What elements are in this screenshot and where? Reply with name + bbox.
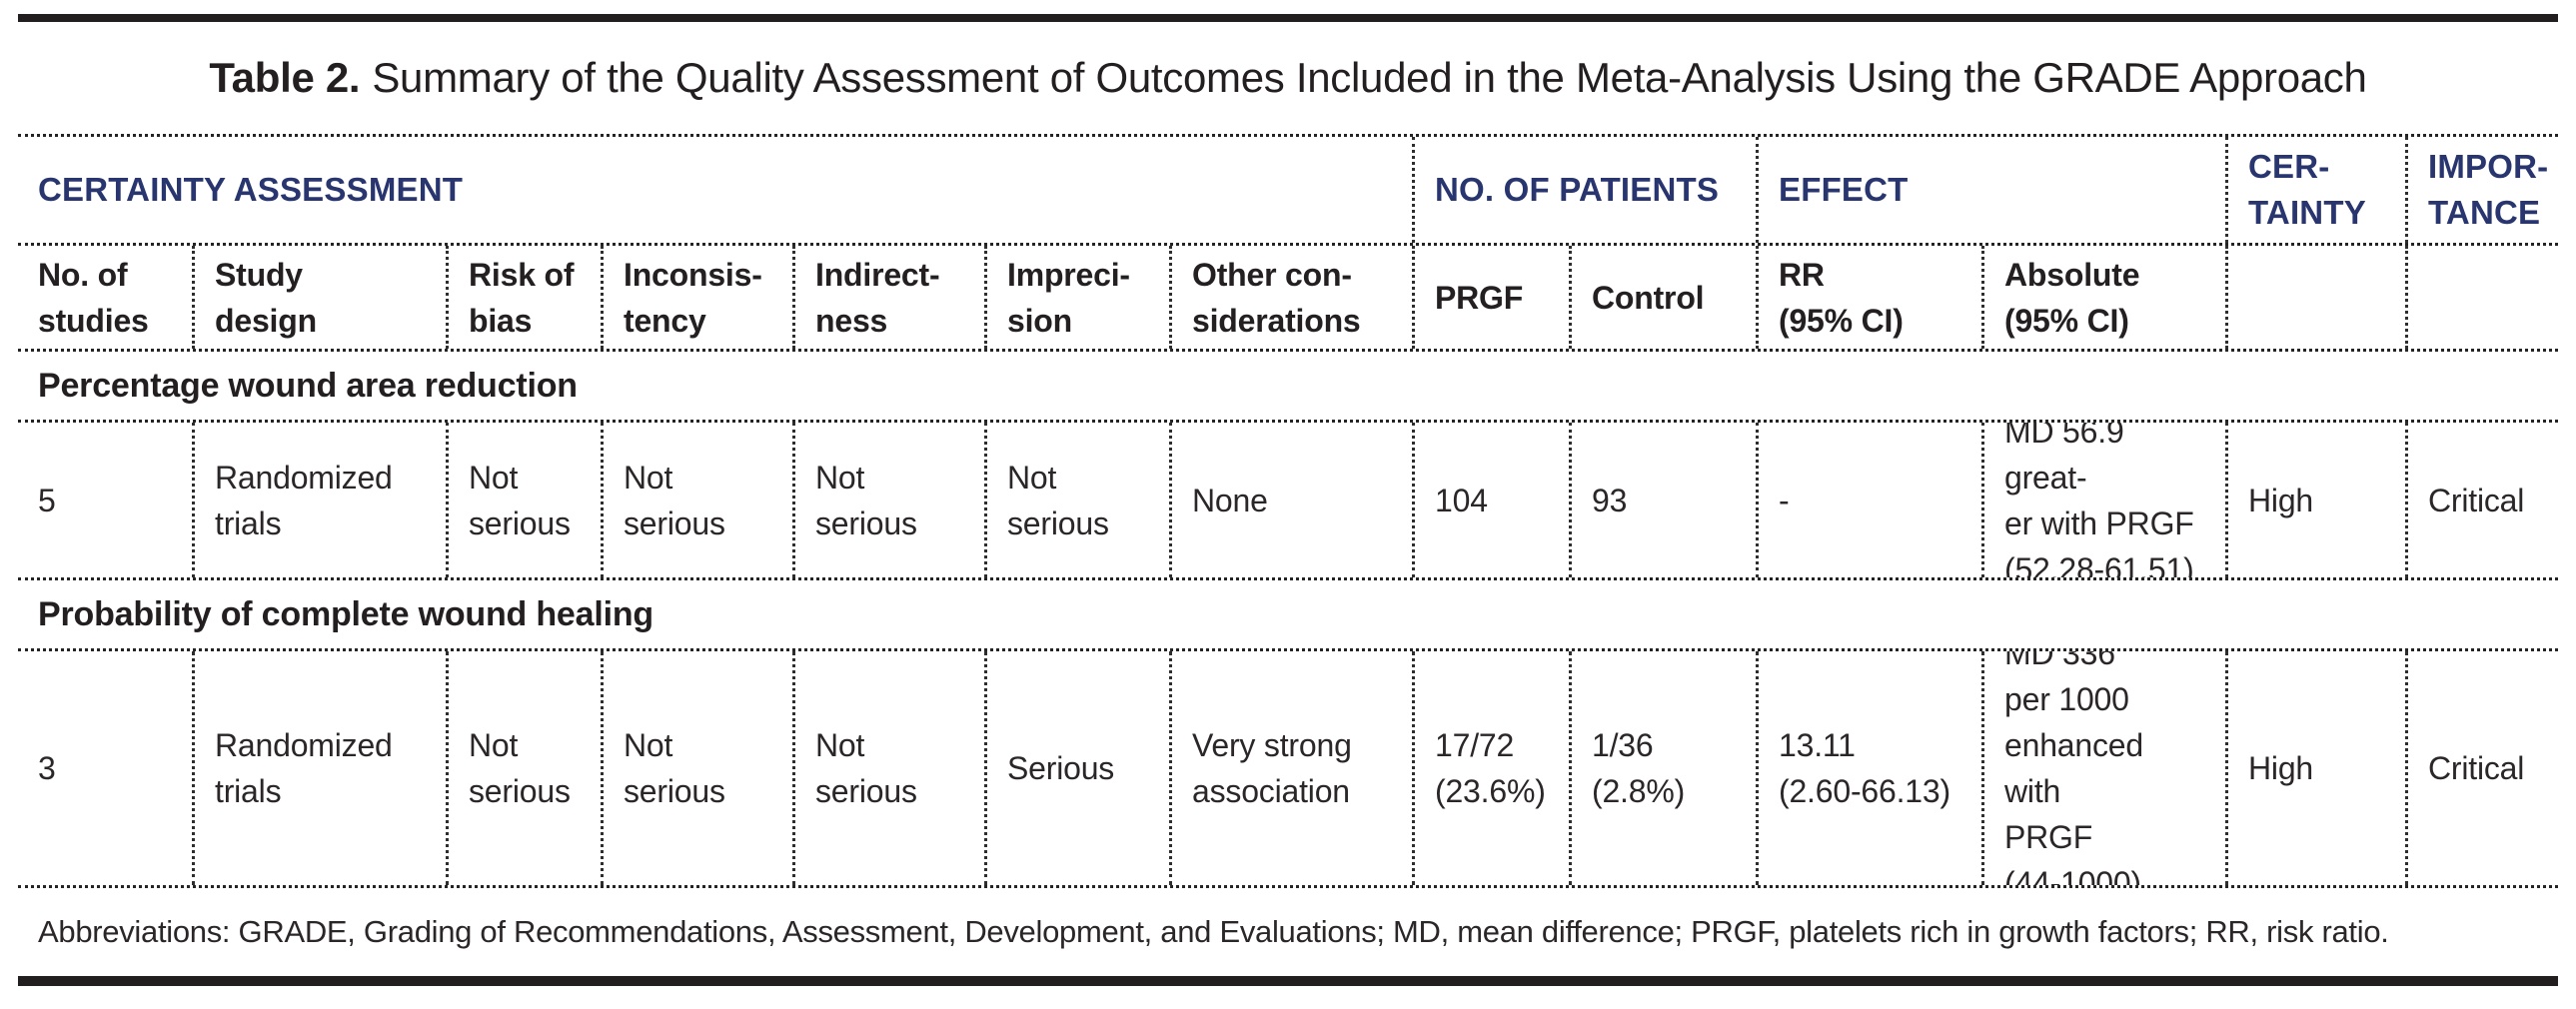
cell-absolute-95-ci: MD 336 per 1000 enhanced with PRGF (44-1…	[1981, 651, 2225, 885]
cell-control: 93	[1569, 423, 1756, 577]
col-header-empty-importance	[2405, 246, 2558, 349]
col-header-absolute-95-ci: Absolute (95% CI)	[1981, 246, 2225, 349]
col-header-study-design: Study design	[192, 246, 446, 349]
cell-indirectness: Not serious	[792, 423, 984, 577]
table-row: 5 Randomized trials Not serious Not seri…	[18, 420, 2558, 577]
group-header-row: CERTAINTY ASSESSMENT NO. OF PATIENTS EFF…	[18, 134, 2558, 243]
table-row: 3 Randomized trials Not serious Not seri…	[18, 648, 2558, 885]
cell-study-design: Randomized trials	[192, 423, 446, 577]
cell-imprecision: Not serious	[984, 423, 1169, 577]
cell-prgf: 17/72 (23.6%)	[1412, 651, 1569, 885]
table-title-text: Summary of the Quality Assessment of Out…	[372, 54, 2367, 101]
group-header-certainty-assessment: CERTAINTY ASSESSMENT	[38, 171, 464, 208]
cell-control: 1/36 (2.8%)	[1569, 651, 1756, 885]
col-header-risk-of-bias: Risk of bias	[446, 246, 601, 349]
cell-other-considerations: Very strong association	[1169, 651, 1412, 885]
top-rule	[18, 14, 2558, 22]
cell-absolute-95-ci: MD 56.9 great- er with PRGF (52.28-61.51…	[1981, 423, 2225, 577]
col-header-prgf: PRGF	[1412, 246, 1569, 349]
col-header-rr-95-ci: RR (95% CI)	[1756, 246, 1981, 349]
cell-other-considerations: None	[1169, 423, 1412, 577]
cell-risk-of-bias: Not serious	[446, 423, 601, 577]
section-header-percentage-wound-area-reduction: Percentage wound area reduction	[18, 349, 2558, 420]
bottom-rule	[18, 976, 2558, 986]
cell-risk-of-bias: Not serious	[446, 651, 601, 885]
group-header-importance: IMPOR- TANCE	[2405, 137, 2558, 243]
cell-study-design: Randomized trials	[192, 651, 446, 885]
col-header-inconsistency: Inconsis- tency	[601, 246, 792, 349]
table-title: Table 2. Summary of the Quality Assessme…	[18, 22, 2558, 134]
cell-importance: Critical	[2405, 651, 2558, 885]
group-header-no-of-patients: NO. OF PATIENTS	[1412, 137, 1756, 243]
cell-certainty: High	[2225, 423, 2405, 577]
cell-certainty: High	[2225, 651, 2405, 885]
cell-importance: Critical	[2405, 423, 2558, 577]
cell-prgf: 104	[1412, 423, 1569, 577]
col-header-other-considerations: Other con- siderations	[1169, 246, 1412, 349]
abbreviations-footnote: Abbreviations: GRADE, Grading of Recomme…	[18, 885, 2558, 976]
col-header-indirectness: Indirect- ness	[792, 246, 984, 349]
cell-imprecision: Serious	[984, 651, 1169, 885]
col-header-control: Control	[1569, 246, 1756, 349]
section-header-probability-of-complete-wound-healing: Probability of complete wound healing	[18, 577, 2558, 648]
col-header-imprecision: Impreci- sion	[984, 246, 1169, 349]
group-header-certainty: CER- TAINTY	[2225, 137, 2405, 243]
table-2-container: Table 2. Summary of the Quality Assessme…	[18, 14, 2558, 986]
table-number-label: Table 2.	[209, 54, 361, 101]
col-header-empty-certainty	[2225, 246, 2405, 349]
col-header-no-of-studies: No. of studies	[38, 256, 149, 339]
cell-indirectness: Not serious	[792, 651, 984, 885]
cell-rr-95-ci: 13.11 (2.60-66.13)	[1756, 651, 1981, 885]
cell-inconsistency: Not serious	[601, 423, 792, 577]
cell-rr-95-ci: -	[1756, 423, 1981, 577]
cell-inconsistency: Not serious	[601, 651, 792, 885]
column-header-row: No. of studies Study design Risk of bias…	[18, 243, 2558, 349]
group-header-effect: EFFECT	[1756, 137, 2225, 243]
cell-no-of-studies: 5	[38, 482, 56, 518]
cell-no-of-studies: 3	[38, 750, 56, 786]
